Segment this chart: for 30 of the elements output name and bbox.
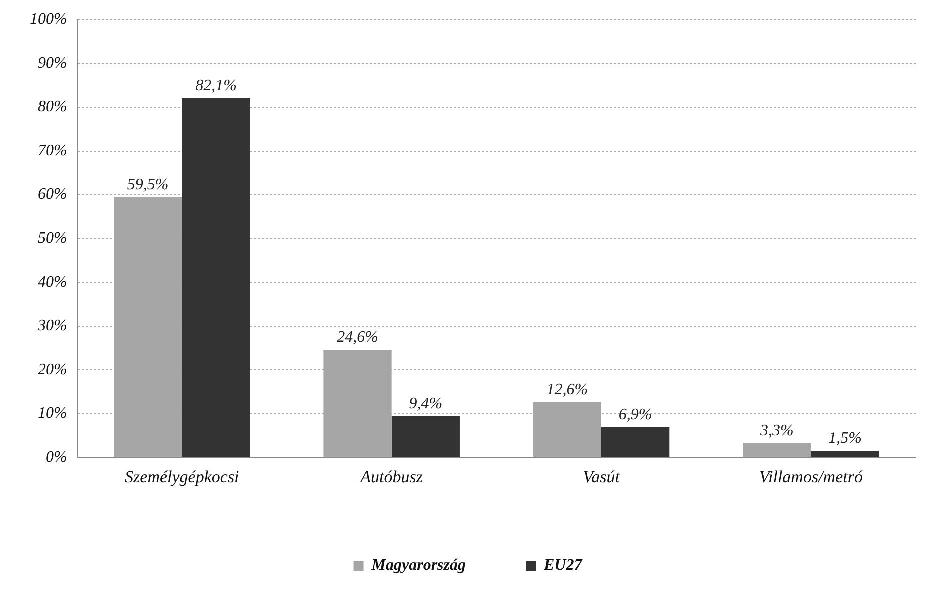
- y-tick-label: 30%: [37, 318, 68, 335]
- x-tick-label: Személygépkocsi: [125, 467, 240, 486]
- y-tick-label: 20%: [38, 361, 68, 378]
- y-tick-label: 100%: [30, 11, 68, 28]
- y-tick-label: 60%: [38, 186, 68, 204]
- x-tick-label: Autóbusz: [360, 467, 424, 486]
- y-tick-label: 50%: [38, 230, 68, 248]
- data-label: 1,5%: [828, 430, 862, 448]
- x-tick-label: Villamos/metró: [759, 467, 864, 486]
- y-tick-label: 10%: [38, 405, 68, 422]
- data-label: 59,5%: [127, 176, 169, 194]
- bar: [602, 427, 670, 458]
- bar: [392, 416, 460, 458]
- data-label: 24,6%: [337, 329, 378, 346]
- y-tick-label: 90%: [38, 54, 68, 72]
- data-label: 82,1%: [196, 78, 237, 95]
- bar: [182, 98, 250, 458]
- data-label: 12,6%: [546, 382, 588, 399]
- legend-label: Magyarország: [370, 557, 466, 574]
- legend-label: EU27: [543, 557, 584, 574]
- y-tick-label: 40%: [38, 274, 68, 291]
- y-tick-label: 80%: [38, 98, 68, 116]
- bar: [811, 451, 880, 458]
- data-label: 6,9%: [618, 406, 652, 424]
- data-label: 3,3%: [759, 422, 794, 440]
- data-label: 9,4%: [409, 396, 443, 413]
- bar: [743, 443, 812, 458]
- y-tick-label: 70%: [38, 142, 68, 160]
- y-tick-label: 0%: [46, 448, 68, 466]
- x-tick-label: Vasút: [583, 467, 622, 486]
